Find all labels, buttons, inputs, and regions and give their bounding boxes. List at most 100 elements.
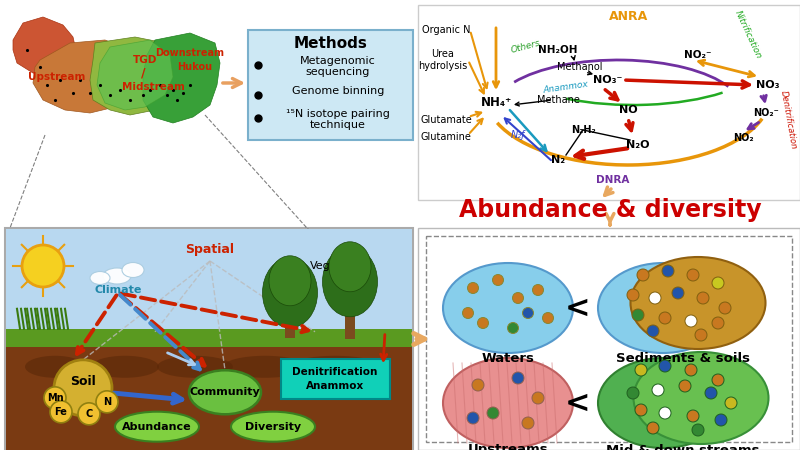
- Ellipse shape: [90, 271, 110, 284]
- Text: Climate: Climate: [94, 285, 142, 295]
- Text: Mid & down streams: Mid & down streams: [606, 444, 760, 450]
- Text: NO₃⁻: NO₃⁻: [594, 75, 622, 85]
- Ellipse shape: [54, 360, 112, 416]
- Ellipse shape: [462, 307, 474, 319]
- Ellipse shape: [635, 404, 647, 416]
- Ellipse shape: [22, 245, 64, 287]
- Ellipse shape: [542, 312, 554, 324]
- Ellipse shape: [44, 387, 66, 409]
- Ellipse shape: [329, 242, 371, 292]
- Ellipse shape: [637, 269, 649, 281]
- Text: Methods: Methods: [294, 36, 367, 50]
- Text: N₂: N₂: [551, 155, 565, 165]
- Ellipse shape: [115, 412, 199, 442]
- Ellipse shape: [512, 372, 524, 384]
- Text: Abundance: Abundance: [122, 422, 192, 432]
- Bar: [248, 30, 413, 140]
- Ellipse shape: [652, 384, 664, 396]
- Ellipse shape: [478, 318, 489, 328]
- Text: Hukou: Hukou: [178, 62, 213, 72]
- Bar: [418, 5, 800, 200]
- Ellipse shape: [96, 391, 118, 413]
- Text: Mn: Mn: [46, 393, 63, 403]
- Ellipse shape: [189, 370, 261, 414]
- Text: Urea
hydrolysis: Urea hydrolysis: [418, 49, 468, 71]
- Text: Metagenomic: Metagenomic: [300, 56, 376, 66]
- Ellipse shape: [659, 360, 671, 372]
- Text: Midstream: Midstream: [122, 82, 185, 92]
- Text: TGD: TGD: [133, 55, 157, 65]
- Bar: [6, 229, 412, 336]
- Text: NH₄⁺: NH₄⁺: [480, 96, 512, 109]
- Ellipse shape: [632, 309, 644, 321]
- Ellipse shape: [685, 364, 697, 376]
- Ellipse shape: [472, 379, 484, 391]
- Ellipse shape: [157, 356, 233, 378]
- FancyBboxPatch shape: [281, 359, 390, 399]
- Ellipse shape: [532, 392, 544, 404]
- Ellipse shape: [322, 247, 378, 317]
- Ellipse shape: [78, 403, 100, 425]
- Text: NO₂⁻: NO₂⁻: [753, 108, 779, 118]
- Ellipse shape: [647, 422, 659, 434]
- Ellipse shape: [712, 374, 724, 386]
- Polygon shape: [97, 40, 173, 110]
- Text: N₂ƒ: N₂ƒ: [510, 130, 526, 140]
- Polygon shape: [143, 33, 220, 123]
- Ellipse shape: [649, 292, 661, 304]
- Ellipse shape: [103, 268, 131, 284]
- Polygon shape: [13, 17, 77, 77]
- Ellipse shape: [289, 356, 381, 378]
- Text: NH₂OH: NH₂OH: [538, 45, 578, 55]
- Bar: [345, 307, 355, 339]
- Ellipse shape: [522, 417, 534, 429]
- Polygon shape: [90, 37, 183, 115]
- Text: Organic N: Organic N: [422, 25, 470, 35]
- Text: NO: NO: [618, 105, 638, 115]
- Ellipse shape: [712, 317, 724, 329]
- Ellipse shape: [692, 424, 704, 436]
- Ellipse shape: [598, 263, 728, 353]
- Text: Soil: Soil: [70, 375, 96, 388]
- Bar: [5, 228, 413, 450]
- Ellipse shape: [712, 277, 724, 289]
- Bar: [6, 329, 412, 347]
- Ellipse shape: [522, 307, 534, 319]
- Text: ANRA: ANRA: [609, 10, 648, 23]
- Ellipse shape: [672, 287, 684, 299]
- Ellipse shape: [513, 292, 523, 303]
- Ellipse shape: [493, 274, 503, 285]
- Ellipse shape: [262, 258, 318, 328]
- Ellipse shape: [630, 257, 766, 349]
- Text: Downstream: Downstream: [155, 48, 225, 58]
- Ellipse shape: [725, 397, 737, 409]
- Ellipse shape: [662, 265, 674, 277]
- Text: DNRA: DNRA: [596, 175, 630, 185]
- Ellipse shape: [627, 289, 639, 301]
- Text: Anammox: Anammox: [306, 381, 364, 391]
- Text: technique: technique: [310, 120, 366, 130]
- Text: N: N: [103, 397, 111, 407]
- Ellipse shape: [715, 414, 727, 426]
- Text: Others: Others: [510, 39, 542, 55]
- Ellipse shape: [50, 401, 72, 423]
- Text: Glutamate: Glutamate: [420, 115, 472, 125]
- Ellipse shape: [685, 315, 697, 327]
- Ellipse shape: [627, 387, 639, 399]
- Text: N₂H₂: N₂H₂: [570, 125, 595, 135]
- Ellipse shape: [533, 284, 543, 296]
- Ellipse shape: [507, 323, 518, 333]
- Ellipse shape: [719, 302, 731, 314]
- Text: NO₂⁻: NO₂⁻: [684, 50, 712, 60]
- Text: ¹⁵N isotope pairing: ¹⁵N isotope pairing: [286, 109, 390, 119]
- Text: N₂O: N₂O: [626, 140, 650, 150]
- Ellipse shape: [223, 356, 307, 378]
- Ellipse shape: [487, 407, 499, 419]
- Text: Community: Community: [190, 387, 260, 397]
- Text: Upstream: Upstream: [28, 72, 86, 82]
- Text: Fe: Fe: [54, 407, 67, 417]
- Ellipse shape: [122, 262, 144, 278]
- Text: /: /: [141, 67, 146, 80]
- Bar: [418, 228, 800, 450]
- Text: Methane: Methane: [537, 95, 579, 105]
